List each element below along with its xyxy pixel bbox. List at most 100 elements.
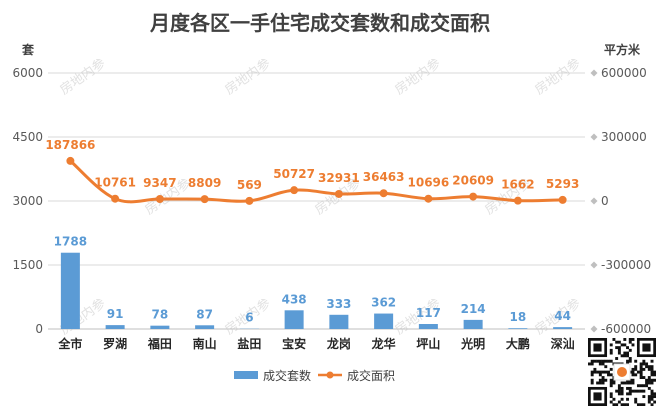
bar bbox=[284, 310, 304, 329]
legend-bar-label: 成交套数 bbox=[263, 368, 311, 383]
line-data-label: 10761 bbox=[94, 176, 136, 190]
qr-module bbox=[636, 403, 640, 406]
y-right-tick-marker bbox=[590, 261, 598, 269]
qr-module bbox=[615, 403, 619, 406]
qr-module bbox=[617, 346, 621, 350]
qr-finder-core bbox=[593, 392, 602, 401]
qr-module bbox=[615, 357, 619, 360]
qr-module bbox=[617, 389, 621, 393]
qr-module bbox=[617, 348, 621, 352]
line-series: 187866 10761 9347 8809 569 50727 32931 36463 106… bbox=[45, 138, 579, 205]
qr-module bbox=[626, 392, 629, 396]
qr-module bbox=[601, 362, 605, 366]
qr-module bbox=[609, 378, 613, 382]
bar-data-label: 78 bbox=[152, 308, 169, 322]
qr-module bbox=[615, 389, 619, 393]
qr-module bbox=[647, 395, 651, 399]
line-point bbox=[66, 156, 75, 165]
qr-module bbox=[642, 367, 646, 371]
line-point bbox=[379, 189, 388, 198]
qr-module bbox=[596, 359, 600, 363]
qr-module bbox=[642, 395, 646, 399]
qr-module bbox=[598, 362, 602, 366]
qr-module bbox=[647, 378, 651, 382]
qr-module bbox=[631, 370, 635, 374]
qr-module bbox=[609, 392, 613, 396]
qr-module bbox=[631, 367, 635, 371]
y-right-tick-marker bbox=[590, 69, 598, 77]
line-point bbox=[155, 195, 164, 204]
qr-module bbox=[636, 384, 640, 388]
qr-module bbox=[612, 397, 616, 401]
watermark-text: 房地内参 bbox=[392, 55, 444, 98]
qr-module bbox=[647, 381, 651, 385]
qr-module bbox=[628, 381, 632, 385]
qr-module bbox=[620, 354, 624, 358]
qr-module bbox=[650, 381, 654, 385]
qr-module bbox=[626, 386, 629, 390]
qr-module bbox=[617, 384, 621, 388]
legend-bar-swatch bbox=[234, 371, 258, 379]
qr-module bbox=[650, 389, 654, 393]
qr-module bbox=[650, 378, 654, 382]
line-data-label: 36463 bbox=[363, 170, 405, 184]
x-tick-label: 深汕 bbox=[551, 336, 575, 351]
line-point bbox=[334, 189, 343, 198]
y-right-tick-marker bbox=[590, 325, 598, 333]
qr-module bbox=[645, 365, 649, 369]
qr-module bbox=[612, 403, 616, 406]
line-data-label: 8809 bbox=[188, 176, 221, 190]
qr-module bbox=[620, 386, 624, 390]
qr-module bbox=[634, 389, 638, 393]
qr-module bbox=[653, 370, 656, 374]
bar-data-label: 18 bbox=[510, 310, 527, 324]
y-left-ticks: 0 1500 3000 4500 6000 bbox=[12, 66, 43, 336]
bar-data-label: 87 bbox=[196, 307, 213, 321]
line-data-label: 20609 bbox=[452, 174, 494, 188]
qr-module bbox=[653, 392, 656, 396]
bar-series: 1788 91 78 87 6 438 333 362 117 214 18 44 bbox=[54, 235, 573, 329]
bar-data-label: 117 bbox=[416, 306, 441, 320]
qr-module bbox=[639, 367, 643, 371]
qr-module bbox=[639, 403, 643, 406]
chart-title: 月度各区一手住宅成交套数和成交面积 bbox=[149, 11, 490, 35]
qr-module bbox=[639, 376, 643, 379]
legend-line-label: 成交面积 bbox=[347, 368, 395, 383]
qr-module bbox=[623, 338, 627, 341]
x-tick-label: 全市 bbox=[57, 336, 82, 351]
qr-module bbox=[626, 403, 629, 406]
qr-module bbox=[620, 397, 624, 401]
bar bbox=[418, 324, 438, 329]
qr-module bbox=[639, 365, 643, 369]
legend: 成交套数 成交面积 bbox=[234, 368, 395, 383]
qr-module bbox=[590, 373, 594, 377]
y-right-tick-label: 300000 bbox=[601, 130, 647, 144]
line-data-label: 32931 bbox=[318, 171, 360, 185]
bar-data-label: 438 bbox=[282, 292, 307, 306]
qr-module bbox=[593, 359, 597, 363]
y-left-tick-label: 0 bbox=[35, 322, 43, 336]
line-point bbox=[111, 194, 120, 203]
qr-module bbox=[609, 400, 613, 404]
qr-module bbox=[609, 395, 613, 399]
qr-module bbox=[645, 381, 649, 385]
qr-module bbox=[626, 359, 629, 363]
x-tick-label: 盐田 bbox=[237, 336, 261, 351]
qr-module bbox=[645, 384, 649, 388]
qr-module bbox=[607, 359, 610, 363]
qr-module bbox=[617, 340, 621, 344]
qr-module bbox=[626, 381, 629, 385]
qr-module bbox=[604, 370, 608, 374]
qr-module bbox=[647, 397, 651, 401]
qr-module bbox=[647, 367, 651, 371]
qr-module bbox=[609, 373, 613, 377]
line-data-label: 50727 bbox=[273, 167, 315, 181]
qr-module bbox=[642, 359, 646, 363]
qr-module bbox=[626, 354, 629, 358]
bar-data-label: 44 bbox=[554, 309, 571, 323]
qr-module bbox=[609, 359, 613, 363]
bar-data-label: 333 bbox=[326, 297, 351, 311]
line-data-label: 10696 bbox=[408, 176, 450, 190]
qr-module bbox=[647, 376, 651, 379]
qr-module bbox=[653, 378, 656, 382]
